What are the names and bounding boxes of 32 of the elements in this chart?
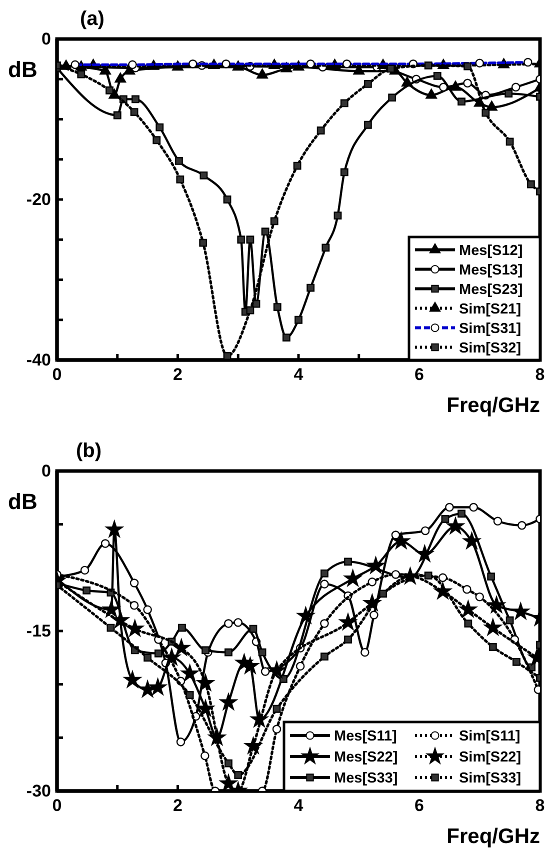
x-tick-label: 2: [173, 365, 182, 384]
chart-title: (b): [76, 440, 102, 462]
y-tick-label: -15: [26, 621, 51, 640]
y-tick-label: -40: [26, 350, 51, 370]
x-tick-label: 6: [414, 796, 424, 816]
legend-label: Mes[S23]: [459, 282, 523, 298]
legend-label: Sim[S32]: [459, 340, 522, 356]
legend-label: Mes[S12]: [459, 242, 523, 259]
x-axis-title: Freq/GHz: [446, 825, 540, 848]
x-tick-label: 8: [535, 796, 545, 816]
y-axis-title: dB: [8, 57, 38, 82]
y-tick-label: -30: [26, 781, 51, 800]
x-tick-label: 4: [294, 796, 304, 816]
legend-label: Mes[S13]: [459, 262, 523, 278]
legend-label: Sim[S31]: [459, 320, 522, 337]
legend-label: Sim[S21]: [459, 301, 522, 318]
x-tick-label: 2: [173, 796, 182, 816]
legend-label: Sim[S22]: [459, 750, 522, 766]
legend-label: Mes[S11]: [334, 728, 398, 744]
y-tick-label: 0: [42, 461, 51, 480]
x-tick-label: 8: [535, 365, 545, 384]
y-tick-label: -20: [26, 190, 51, 209]
legend-label: Sim[S11]: [459, 728, 520, 744]
legend-label: Mes[S22]: [334, 750, 398, 766]
y-axis-title: dB: [8, 489, 38, 514]
x-tick-label: 4: [294, 365, 304, 384]
x-tick-label: 6: [414, 365, 424, 384]
chart-title: (a): [80, 8, 104, 30]
y-tick-label: 0: [42, 29, 51, 48]
x-axis-title: Freq/GHz: [446, 394, 540, 417]
legend-label: Mes[S33]: [334, 770, 398, 786]
legend-label: Sim[S33]: [459, 770, 522, 786]
